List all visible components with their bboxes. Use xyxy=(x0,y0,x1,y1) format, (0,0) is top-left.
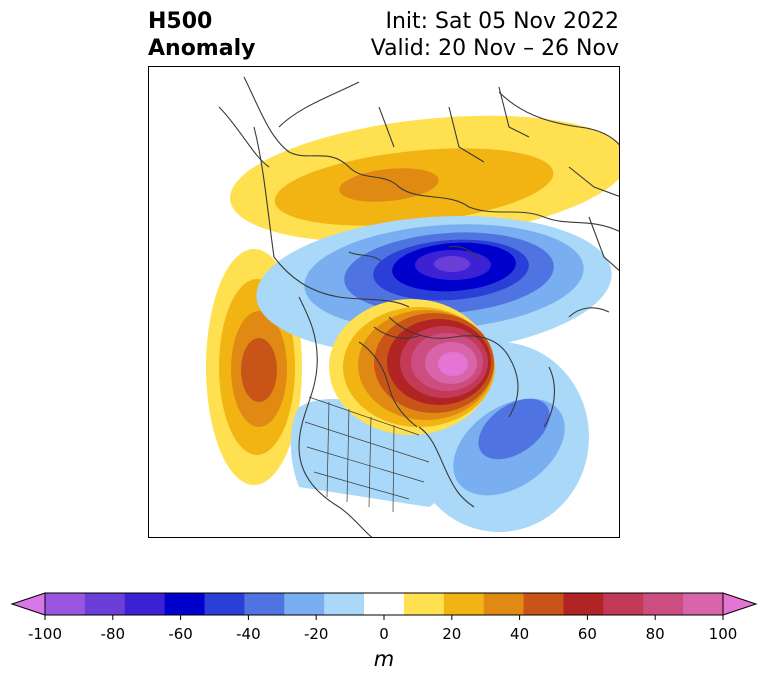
colorbar-cell xyxy=(364,593,405,615)
colorbar-tick-label: -40 xyxy=(236,625,261,643)
colorbar-cell xyxy=(483,593,525,615)
colorbar-unit: m xyxy=(373,647,395,671)
valid-period: Valid: 20 Nov – 26 Nov xyxy=(370,36,619,61)
map-panel xyxy=(148,66,620,538)
colorbar-cell xyxy=(403,593,445,615)
init-time: Init: Sat 05 Nov 2022 xyxy=(385,9,619,34)
colorbar-tick-label: 40 xyxy=(510,625,530,643)
colorbar-cell xyxy=(124,593,166,615)
coastlines xyxy=(218,76,619,537)
colorbar-cell xyxy=(244,593,285,615)
eurasia-ridge xyxy=(229,115,619,243)
anomaly-map xyxy=(149,67,619,537)
colorbar-cell xyxy=(643,593,684,615)
colorbar-tick-label: 0 xyxy=(379,625,389,643)
colorbar-cell xyxy=(324,593,365,615)
colorbar-tick-label: 20 xyxy=(442,625,462,643)
colorbar-tick-label: 80 xyxy=(645,625,665,643)
colorbar-cell xyxy=(164,593,206,615)
colorbar-cell xyxy=(603,593,644,615)
colorbar-cell xyxy=(563,593,604,615)
colorbar-tick-label: 60 xyxy=(577,625,597,643)
colorbar-tick-label: 100 xyxy=(708,625,738,643)
colorbar-cell xyxy=(84,593,126,615)
field-title: Anomaly xyxy=(148,36,256,61)
arctic-trough xyxy=(256,216,612,354)
colorbar-tick-label: -80 xyxy=(100,625,126,643)
colorbar-cell xyxy=(683,593,724,615)
greenland-ridge xyxy=(329,299,495,435)
colorbar-cell xyxy=(523,593,564,615)
title-left: H500 Anomaly xyxy=(148,8,255,62)
title-right: Init: Sat 05 Nov 2022 Valid: 20 Nov – 26… xyxy=(371,8,619,62)
colorbar-tick-label: -20 xyxy=(303,625,329,643)
colorbar-cell xyxy=(284,593,325,615)
colorbar-tick-label: -60 xyxy=(168,625,193,643)
colorbar xyxy=(10,592,758,620)
colorbar-cell xyxy=(443,593,485,615)
colorbar-extend-max xyxy=(722,592,758,616)
colorbar-extend-min xyxy=(10,592,46,616)
colorbar-cell xyxy=(204,593,245,615)
colorbar-cell xyxy=(45,593,86,615)
variable-title: H500 xyxy=(148,9,213,34)
colorbar-tick-label: -100 xyxy=(27,625,63,643)
state-borders xyxy=(304,396,430,513)
